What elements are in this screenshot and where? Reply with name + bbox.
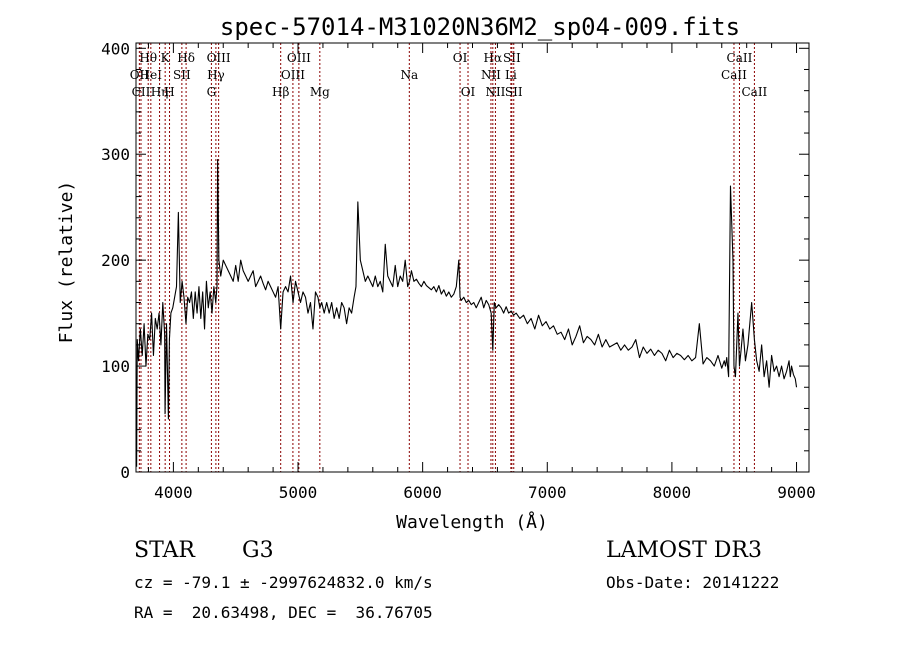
x-tick-label: 9000 — [777, 483, 816, 502]
line-marker-label: OIII — [281, 68, 305, 82]
line-marker-label: CaII — [741, 85, 767, 99]
line-marker-label: Li — [505, 68, 517, 82]
spectrum-line — [136, 158, 798, 467]
y-axis: 0 100 200 300 400 — [101, 39, 809, 482]
line-marker-label: OII — [130, 68, 150, 82]
x-axis: 4000 5000 6000 7000 8000 9000 — [147, 43, 816, 502]
y-tick-label: 400 — [101, 39, 130, 58]
line-marker-label: Na — [400, 68, 418, 82]
line-marker-label: Hη — [151, 85, 169, 99]
line-marker-label: CII — [132, 85, 151, 99]
y-tick-label: 0 — [120, 463, 130, 482]
y-axis-label: Flux (relative) — [56, 181, 77, 344]
line-marker-label: OI — [453, 51, 468, 65]
line-marker-label: Hδ — [177, 51, 195, 65]
line-marker-label: SII — [503, 51, 521, 65]
line-marker-label: HeI — [140, 68, 163, 82]
y-tick-label: 300 — [101, 145, 130, 164]
line-marker-label: NII — [481, 68, 501, 82]
x-tick-label: 5000 — [279, 483, 318, 502]
line-marker-label: CaII — [721, 68, 747, 82]
y-tick-label: 200 — [101, 251, 130, 270]
line-marker-label: CaII — [727, 51, 753, 65]
x-tick-label: 7000 — [528, 483, 567, 502]
object-class: STAR — [134, 538, 195, 563]
x-axis-label: Wavelength (Å) — [396, 511, 548, 533]
x-tick-label: 4000 — [154, 483, 193, 502]
line-marker-label: OIII — [207, 51, 231, 65]
x-tick-label: 6000 — [403, 483, 442, 502]
line-marker-label: SII — [505, 85, 523, 99]
line-marker-label: H — [164, 85, 174, 99]
line-marker-label: NII — [485, 85, 505, 99]
coordinates-line: RA = 20.63498, DEC = 36.76705 — [134, 603, 433, 622]
plot-frame — [135, 42, 810, 473]
line-marker-label: Hβ — [272, 85, 289, 99]
line-marker-label: G — [207, 85, 217, 99]
y-tick-label: 100 — [101, 357, 130, 376]
survey-name: LAMOST DR3 — [606, 538, 762, 563]
line-marker-label: Hθ — [139, 51, 157, 65]
line-marker-label: SII — [173, 68, 191, 82]
x-tick-label: 8000 — [653, 483, 692, 502]
line-marker-label: OIII — [287, 51, 311, 65]
line-marker-label: K — [161, 51, 171, 65]
subclass: G3 — [242, 538, 274, 563]
chart-title: spec-57014-M31020N36M2_sp04-009.fits — [220, 13, 740, 41]
obs-date-line: Obs-Date: 20141222 — [606, 573, 780, 592]
line-marker-label: Mg — [310, 85, 330, 99]
redshift-line: cz = -79.1 ± -2997624832.0 km/s — [134, 573, 433, 592]
spectrum-layer — [136, 158, 798, 467]
line-marker-label: Hγ — [207, 68, 225, 82]
line-marker-label: OI — [461, 85, 476, 99]
line-marker-label: Hα — [484, 51, 503, 65]
